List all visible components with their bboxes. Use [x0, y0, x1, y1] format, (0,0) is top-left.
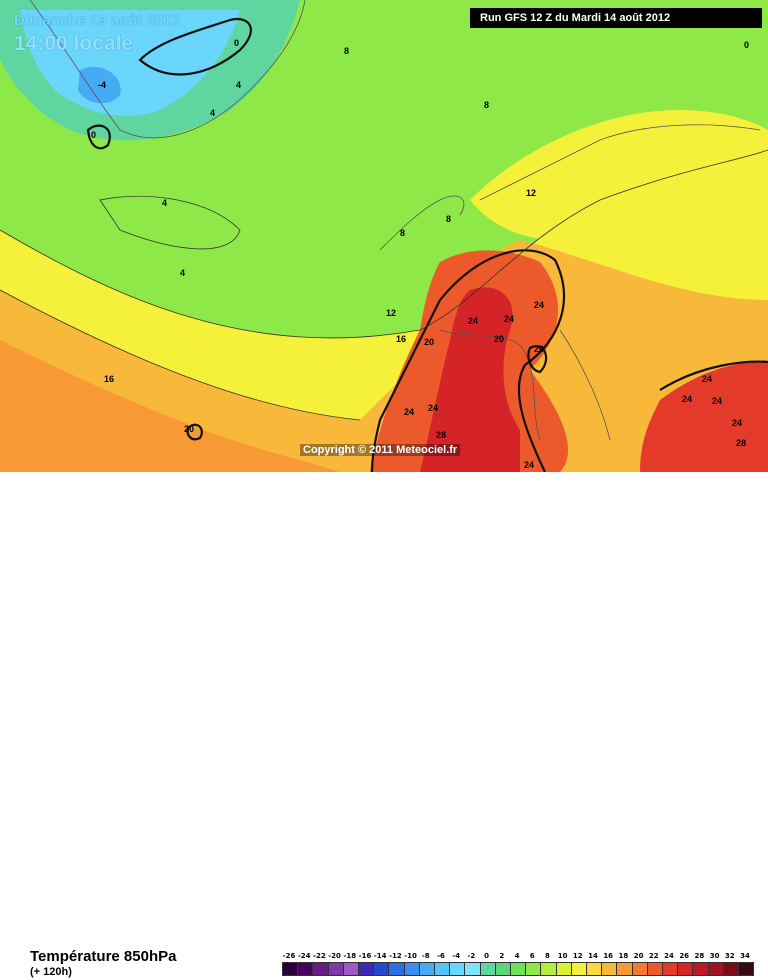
scale-swatch — [631, 962, 648, 976]
scale-swatch — [494, 962, 511, 976]
scale-swatch — [586, 962, 603, 976]
iso-label: 28 — [436, 430, 446, 440]
scale-swatch — [662, 962, 679, 976]
scale-swatch — [464, 962, 481, 976]
iso-label: 4 — [162, 198, 167, 208]
legend-subtitle: (+ 120h) — [30, 966, 72, 978]
scale-swatch — [601, 962, 618, 976]
iso-label: 0 — [744, 40, 749, 50]
scale-swatch — [555, 962, 572, 976]
scale-swatch — [449, 962, 466, 976]
iso-label: 24 — [428, 403, 438, 413]
scale-swatch — [297, 962, 314, 976]
scale-swatch — [358, 962, 375, 976]
isotherm-labels: 0 0 -4 4 4 8 8 4 4 0 8 8 12 12 16 16 20 … — [91, 38, 749, 470]
field-18-west — [0, 340, 340, 472]
scale-swatch — [707, 962, 724, 976]
iso-label: 24 — [504, 314, 514, 324]
iso-label: 4 — [236, 80, 241, 90]
scale-swatch — [540, 962, 557, 976]
iso-label: 24 — [702, 374, 712, 384]
iso-label: 24 — [732, 418, 742, 428]
scale-swatch — [677, 962, 694, 976]
iso-label: 12 — [526, 188, 536, 198]
iso-label: 20 — [424, 337, 434, 347]
iso-label: 0 — [91, 130, 96, 140]
field-minus4 — [20, 10, 240, 117]
temperature-map: 0 0 -4 4 4 8 8 4 4 0 8 8 12 12 16 16 20 … — [0, 0, 768, 472]
scale-swatch — [434, 962, 451, 976]
isotherms-major — [86, 17, 768, 472]
scale-swatch — [479, 962, 496, 976]
scale-swatch — [570, 962, 587, 976]
iso-label: -4 — [98, 80, 106, 90]
scale-swatch — [738, 962, 755, 976]
scale-swatch — [646, 962, 663, 976]
scale-swatch — [312, 962, 329, 976]
scale-swatch — [722, 962, 739, 976]
iso-label: 24 — [524, 460, 534, 470]
color-scale: -26 -24 -22 -20 -18 -16 -14 -12 -10 -8 -6 -4 -2 0 2 4 6 8… — [282, 950, 755, 980]
iso-label: 20 — [494, 334, 504, 344]
scale-label: 34 — [740, 952, 750, 960]
field-minus8 — [78, 66, 121, 104]
scale-swatch — [418, 962, 435, 976]
scale-swatch — [388, 962, 405, 976]
forecast-date: Dimanche 19 août 2012 — [14, 12, 180, 29]
iso-label: 8 — [400, 228, 405, 238]
isotherms-minor — [0, 149, 768, 421]
iso-label: 20 — [534, 344, 544, 354]
iso-label: 4 — [210, 108, 215, 118]
iso-label: 8 — [446, 214, 451, 224]
iso-label: 20 — [184, 424, 194, 434]
scale-swatch — [373, 962, 390, 976]
forecast-time: 14:00 locale — [14, 32, 134, 55]
iso-label: 28 — [736, 438, 746, 448]
iso-label: 8 — [344, 46, 349, 56]
field-12-north — [470, 110, 768, 240]
iso-label: 24 — [404, 407, 414, 417]
iso-label: 24 — [468, 316, 478, 326]
iso-label: 8 — [484, 100, 489, 110]
iso-label: 12 — [386, 308, 396, 318]
scale-swatch — [282, 962, 299, 976]
scale-swatch — [403, 962, 420, 976]
iso-label: 24 — [712, 396, 722, 406]
iso-label: 4 — [180, 268, 185, 278]
iso-label: 24 — [682, 394, 692, 404]
scale-swatch — [327, 962, 344, 976]
field-24-east — [640, 361, 768, 472]
scale-swatch — [692, 962, 709, 976]
run-info: Run GFS 12 Z du Mardi 14 août 2012 — [470, 8, 762, 28]
field-16 — [0, 240, 768, 472]
iso-label: 24 — [534, 300, 544, 310]
scale-swatch — [342, 962, 359, 976]
scale-swatch — [510, 962, 527, 976]
copyright-notice: Copyright © 2011 Meteociel.fr — [300, 444, 461, 456]
field-26 — [420, 287, 520, 472]
scale-swatch — [525, 962, 542, 976]
legend-footer: Température 850hPa (+ 120h) -26 -24 -22 -20… — [0, 472, 768, 978]
iso-label: 16 — [104, 374, 114, 384]
iso-label: 16 — [396, 334, 406, 344]
iso-label: 0 — [234, 38, 239, 48]
legend-title: Température 850hPa — [30, 948, 177, 965]
map-canvas: 0 0 -4 4 4 8 8 4 4 0 8 8 12 12 16 16 20 … — [0, 0, 768, 472]
scale-swatch — [616, 962, 633, 976]
